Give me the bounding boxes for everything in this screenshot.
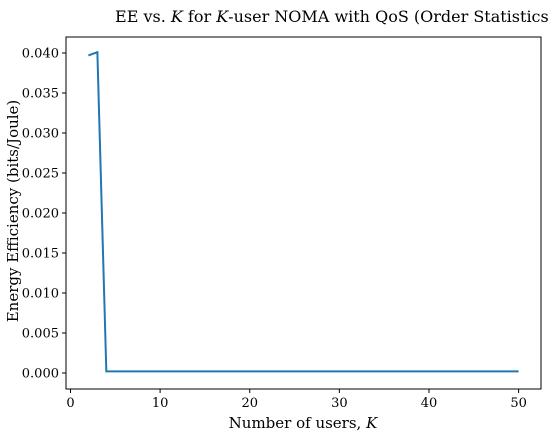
x-tick-label: 30 [331,396,348,411]
plot-area: 0 10 20 30 40 50 0.000 0.005 0.010 0.015 0.020 0.02… [22,36,542,411]
x-tick-label: 0 [66,396,74,411]
y-tick-label: 0.040 [22,47,59,62]
x-tick-label: 10 [152,396,169,411]
x-tick-label: 50 [510,396,527,411]
y-tick-label: 0.035 [22,87,59,102]
y-tick-label: 0.030 [22,127,59,142]
y-tick-label: 0.010 [22,287,59,302]
y-tick-label: 0.015 [22,247,59,262]
y-tick-label: 0.005 [22,327,59,342]
y-tick-label: 0.025 [22,167,59,182]
series-line [88,50,519,373]
chart-title: EE vs. K for K-user NOMA with QoS (Order… [115,7,550,26]
y-tick-label: 0.020 [22,207,59,222]
y-tick-label: 0.000 [22,367,59,382]
y-axis-label: Energy Efficiency (bits/Joule) [4,100,22,323]
x-tick-label: 20 [241,396,258,411]
plot-frame [65,36,542,390]
x-tick-label: 40 [421,396,438,411]
x-axis-label: Number of users, K [229,414,378,432]
